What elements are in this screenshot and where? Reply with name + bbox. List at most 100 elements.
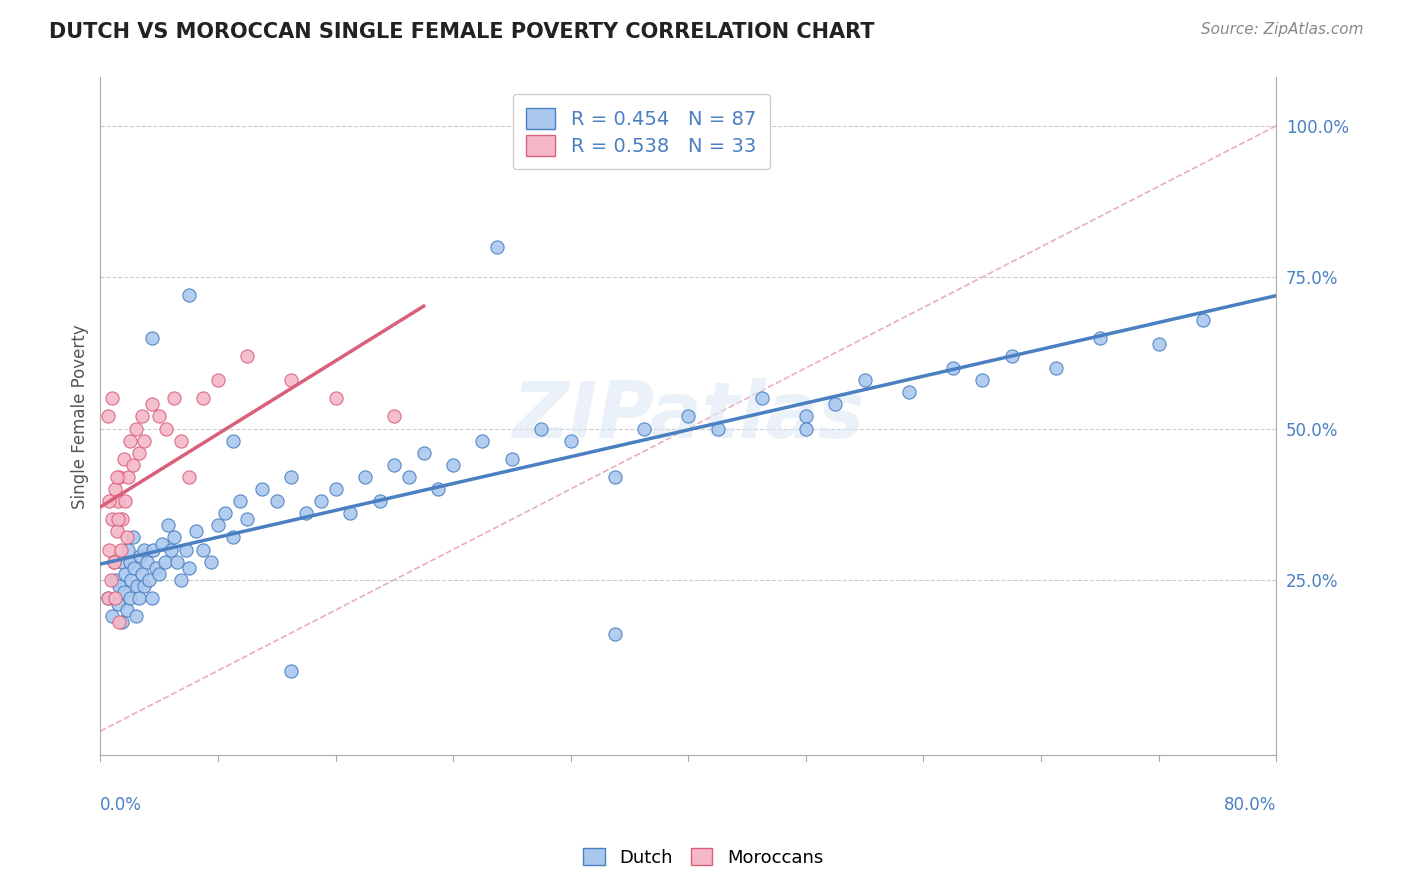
Point [1088,331,1111,345]
Point [441,458,464,472]
Point [560,434,582,448]
Point [112,451,135,466]
Point [214,506,236,520]
Point [117,542,139,557]
Point [193,542,215,557]
Point [124,609,146,624]
Point [136,555,159,569]
Point [142,542,165,557]
Point [108,470,131,484]
Point [471,434,494,448]
Point [98,494,121,508]
Point [118,555,141,569]
Point [250,482,273,496]
Point [207,518,229,533]
Point [207,373,229,387]
Point [412,446,434,460]
Point [97,591,120,605]
Point [368,494,391,508]
Point [134,434,156,448]
Point [309,494,332,508]
Text: 0.0%: 0.0% [100,796,142,814]
Point [751,391,773,405]
Point [280,664,302,678]
Point [131,566,153,581]
Point [101,391,124,405]
Point [501,451,523,466]
Point [107,494,129,508]
Point [114,494,136,508]
Point [824,397,846,411]
Point [148,566,170,581]
Point [141,591,163,605]
Point [104,573,127,587]
Point [138,573,160,587]
Point [177,560,200,574]
Point [101,512,124,526]
Text: 80.0%: 80.0% [1223,796,1277,814]
Point [129,549,152,563]
Point [163,531,186,545]
Point [103,555,125,569]
Point [117,470,139,484]
Text: DUTCH VS MOROCCAN SINGLE FEMALE POVERTY CORRELATION CHART: DUTCH VS MOROCCAN SINGLE FEMALE POVERTY … [49,22,875,42]
Point [148,409,170,424]
Point [794,421,817,435]
Point [163,391,186,405]
Point [295,506,318,520]
Point [170,573,193,587]
Text: ZIPatlas: ZIPatlas [512,378,865,454]
Point [111,512,134,526]
Point [134,579,156,593]
Point [118,591,141,605]
Point [111,555,134,569]
Point [104,591,127,605]
Point [107,512,129,526]
Point [108,579,131,593]
Point [134,542,156,557]
Point [177,288,200,302]
Point [104,482,127,496]
Point [972,373,994,387]
Point [97,409,120,424]
Point [124,421,146,435]
Point [633,421,655,435]
Legend: R = 0.454   N = 87, R = 0.538   N = 33: R = 0.454 N = 87, R = 0.538 N = 33 [513,94,770,169]
Point [530,421,553,435]
Point [325,391,347,405]
Point [98,542,121,557]
Point [706,421,728,435]
Point [427,482,450,496]
Point [280,373,302,387]
Legend: Dutch, Moroccans: Dutch, Moroccans [576,841,830,874]
Point [603,470,626,484]
Point [127,579,149,593]
Point [120,573,142,587]
Point [121,458,143,472]
Point [150,536,173,550]
Point [155,421,177,435]
Point [676,409,699,424]
Point [145,560,167,574]
Point [110,542,132,557]
Point [105,524,128,539]
Point [107,597,129,611]
Point [166,555,188,569]
Point [853,373,876,387]
Point [128,446,150,460]
Point [141,397,163,411]
Y-axis label: Single Female Poverty: Single Female Poverty [72,324,89,508]
Point [794,409,817,424]
Point [236,349,259,363]
Point [153,555,176,569]
Point [1147,336,1170,351]
Point [193,391,215,405]
Point [170,434,193,448]
Point [200,555,222,569]
Point [114,566,136,581]
Point [236,512,259,526]
Point [184,524,207,539]
Point [266,494,288,508]
Point [121,531,143,545]
Point [115,531,138,545]
